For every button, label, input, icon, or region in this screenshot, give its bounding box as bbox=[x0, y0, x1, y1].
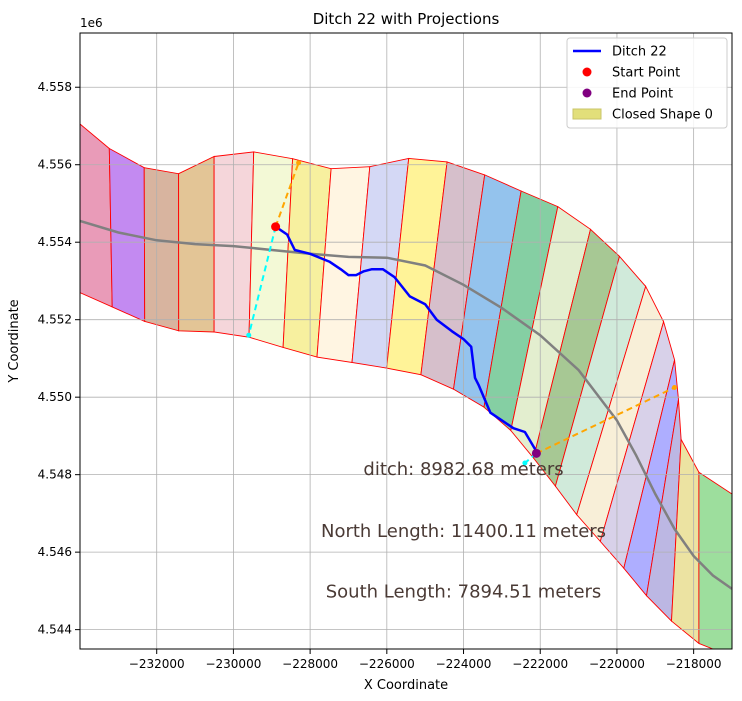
closed-shapes bbox=[80, 123, 732, 649]
plot-frame bbox=[79, 32, 733, 650]
end-point-marker bbox=[531, 448, 541, 458]
x-tick-label: −226000 bbox=[359, 657, 415, 671]
legend-swatch-shape bbox=[572, 108, 602, 120]
y-tick-label: 4.548 bbox=[38, 468, 72, 482]
y-tick-label: 4.550 bbox=[38, 390, 72, 404]
y-tick-label: 4.552 bbox=[38, 313, 72, 327]
chart-title: Ditch 22 with Projections bbox=[313, 10, 500, 28]
y-axis-label: Y Coordinate bbox=[7, 299, 22, 383]
legend-label-1: Start Point bbox=[612, 66, 680, 81]
legend-box bbox=[566, 37, 728, 129]
y-tick-label: 4.558 bbox=[38, 80, 72, 94]
x-tick-label: −218000 bbox=[666, 657, 722, 671]
x-axis-label: X Coordinate bbox=[364, 678, 448, 693]
closed-shape-2 bbox=[143, 167, 180, 332]
y-tick-label: 4.546 bbox=[38, 545, 72, 559]
legend: Ditch 22 Start Point End Point Closed Shape… bbox=[566, 37, 728, 129]
y-tick-label: 4.544 bbox=[38, 623, 72, 637]
legend-label-0: Ditch 22 bbox=[612, 45, 667, 60]
x-tick-label: −230000 bbox=[205, 657, 261, 671]
projection-endpoint-0 bbox=[296, 160, 302, 166]
centerline bbox=[80, 219, 732, 590]
x-tick-label: −232000 bbox=[129, 657, 185, 671]
legend-swatch-2 bbox=[582, 88, 592, 98]
y-offset-label: 1e6 bbox=[80, 16, 103, 30]
closed-shape-0 bbox=[80, 123, 113, 308]
legend-swatch-1 bbox=[582, 67, 592, 77]
x-tick-label: −228000 bbox=[282, 657, 338, 671]
projection-endpoint-1 bbox=[246, 332, 252, 338]
ditch-line bbox=[274, 225, 538, 453]
closed-shape-21 bbox=[698, 471, 732, 649]
plot-area: ditch: 8982.68 meters North Length: 11400… bbox=[80, 33, 732, 649]
projection-line-2 bbox=[535, 386, 675, 455]
x-tick-label: −222000 bbox=[512, 657, 568, 671]
annotation-1: North Length: 11400.11 meters bbox=[321, 521, 606, 542]
y-tick-label: 4.554 bbox=[38, 235, 72, 249]
x-tick-label: −220000 bbox=[589, 657, 645, 671]
y-axis: 4.544 4.546 4.548 4.550 4.552 4.554 4.556 4.558 bbox=[38, 80, 80, 637]
annotations: ditch: 8982.68 meters North Length: 11400… bbox=[321, 459, 606, 603]
start-point-marker bbox=[271, 222, 281, 232]
projection-line-0 bbox=[274, 162, 300, 228]
projection-endpoint-3 bbox=[522, 460, 528, 466]
grid bbox=[80, 33, 732, 649]
projection-endpoint-2 bbox=[671, 384, 677, 390]
x-axis: −232000 −230000 −228000 −226000 −224000 −2220… bbox=[129, 649, 722, 671]
x-tick-label: −224000 bbox=[436, 657, 492, 671]
projection-line-1 bbox=[247, 226, 277, 336]
y-tick-label: 4.556 bbox=[38, 158, 72, 172]
annotation-0: ditch: 8982.68 meters bbox=[363, 459, 563, 480]
legend-label-3: Closed Shape 0 bbox=[612, 108, 713, 123]
lines bbox=[80, 160, 732, 590]
legend-label-2: End Point bbox=[612, 87, 673, 102]
annotation-2: South Length: 7894.51 meters bbox=[326, 582, 602, 603]
